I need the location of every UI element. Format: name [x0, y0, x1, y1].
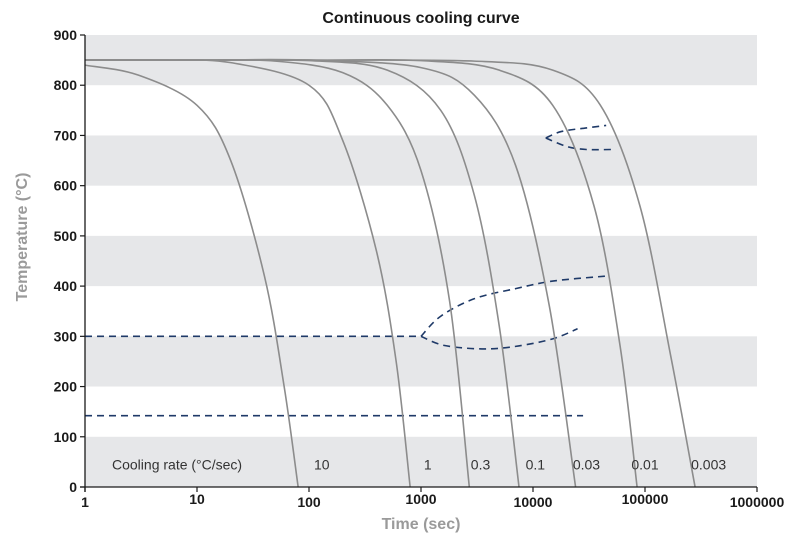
cooling-curve — [84, 64, 299, 488]
y-tick-label: 800 — [54, 77, 78, 93]
grid-bands — [85, 35, 757, 487]
cooling-rate-label: 1 — [424, 456, 432, 472]
cooling-curves — [84, 58, 696, 488]
y-tick-label: 100 — [54, 429, 78, 445]
transformation-line — [545, 124, 607, 139]
cooling-curve — [84, 59, 696, 488]
x-tick-label: 100 — [297, 494, 321, 510]
x-tick-label: 1000 — [405, 491, 436, 507]
axes — [80, 34, 758, 492]
cooling-rate-label: 0.03 — [573, 456, 600, 472]
y-tick-label: 200 — [54, 379, 78, 395]
cooling-rate-label: 10 — [314, 456, 330, 472]
cooling-rate-label: 0.3 — [471, 456, 491, 472]
cooling-rate-label: 0.003 — [691, 456, 726, 472]
y-tick-label: 900 — [54, 27, 78, 43]
y-tick-label: 500 — [54, 228, 78, 244]
transformation-line — [420, 275, 607, 337]
x-tick-label: 1000000 — [730, 494, 785, 510]
x-tick-label: 10000 — [514, 494, 553, 510]
y-tick-label: 300 — [54, 328, 78, 344]
y-tick-label: 600 — [54, 178, 78, 194]
x-tick-label: 10 — [189, 491, 205, 507]
chart-title: Continuous cooling curve — [322, 10, 519, 27]
grid-band — [85, 235, 757, 287]
x-tick-label: 100000 — [622, 491, 669, 507]
cooling-rate-label: 0.01 — [631, 456, 658, 472]
cooling-rate-caption: Cooling rate (°C/sec) — [112, 456, 242, 472]
grid-band — [85, 436, 757, 487]
cooling-rate-label: 0.1 — [526, 456, 546, 472]
y-tick-label: 0 — [69, 479, 77, 495]
grid-band — [85, 336, 757, 387]
y-axis-label: Temperature (°C) — [14, 173, 31, 302]
y-tick-label: 700 — [54, 127, 78, 143]
grid-band — [85, 135, 757, 186]
x-axis-label: Time (sec) — [382, 516, 461, 533]
y-tick-label: 400 — [54, 278, 78, 294]
cooling-rate-labels: Cooling rate (°C/sec) 10 1 0.3 0.1 0.03 0.01 0.… — [112, 456, 726, 472]
x-tick-label: 1 — [81, 494, 89, 510]
